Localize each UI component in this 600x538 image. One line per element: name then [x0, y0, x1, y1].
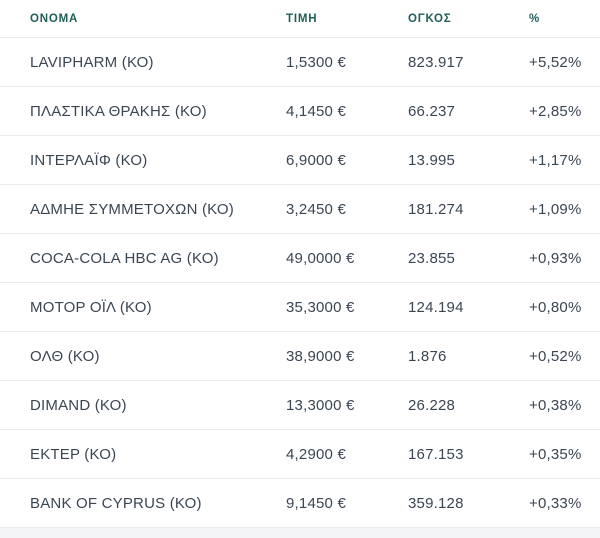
volume-cell: 823.917 — [408, 53, 464, 71]
table-row[interactable]: ΜΟΤΟΡ ΟΪΛ (ΚΟ) 35,3000 € 124.194 +0,80% — [0, 283, 600, 332]
price-cell: 35,3000 € — [286, 298, 355, 316]
column-header-volume: ΟΓΚΟΣ — [408, 12, 452, 25]
change-cell: +1,17% — [529, 151, 582, 169]
table-row[interactable]: COCA-COLA HBC AG (ΚΟ) 49,0000 € 23.855 +0,9… — [0, 234, 600, 283]
change-cell: +5,52% — [529, 53, 582, 71]
volume-cell: 26.228 — [408, 396, 456, 414]
name-cell: ΑΔΜΗΕ ΣΥΜΜΕΤΟΧΩΝ (ΚΟ) — [30, 200, 234, 218]
name-cell: ΜΟΤΟΡ ΟΪΛ (ΚΟ) — [30, 298, 152, 316]
volume-cell: 66.237 — [408, 102, 456, 120]
table-row[interactable]: LAVIPHARM (ΚΟ) 1,5300 € 823.917 +5,52% — [0, 38, 600, 87]
volume-cell: 359.128 — [408, 494, 464, 512]
change-cell: +0,38% — [529, 396, 582, 414]
column-header-price: ΤΙΜΗ — [286, 12, 318, 25]
name-cell: DIMAND (ΚΟ) — [30, 396, 127, 414]
price-cell: 3,2450 € — [286, 200, 346, 218]
footer-strip — [0, 528, 600, 538]
change-cell: +0,93% — [529, 249, 582, 267]
name-cell: COCA-COLA HBC AG (ΚΟ) — [30, 249, 219, 267]
name-cell: BANK OF CYPRUS (ΚΟ) — [30, 494, 202, 512]
price-cell: 13,3000 € — [286, 396, 355, 414]
name-cell: ΙΝΤΕΡΛΑΪΦ (ΚΟ) — [30, 151, 148, 169]
volume-cell: 167.153 — [408, 445, 464, 463]
change-cell: +0,35% — [529, 445, 582, 463]
change-cell: +0,52% — [529, 347, 582, 365]
price-cell: 4,1450 € — [286, 102, 346, 120]
name-cell: ΠΛΑΣΤΙΚΑ ΘΡΑΚΗΣ (ΚΟ) — [30, 102, 207, 120]
price-cell: 49,0000 € — [286, 249, 355, 267]
table-row[interactable]: ΕΚΤΕΡ (ΚΟ) 4,2900 € 167.153 +0,35% — [0, 430, 600, 479]
table-row[interactable]: DIMAND (ΚΟ) 13,3000 € 26.228 +0,38% — [0, 381, 600, 430]
table-row[interactable]: ΠΛΑΣΤΙΚΑ ΘΡΑΚΗΣ (ΚΟ) 4,1450 € 66.237 +2,85% — [0, 87, 600, 136]
table-row[interactable]: ΙΝΤΕΡΛΑΪΦ (ΚΟ) 6,9000 € 13.995 +1,17% — [0, 136, 600, 185]
column-header-name: ΟΝΟΜΑ — [30, 12, 79, 25]
price-cell: 38,9000 € — [286, 347, 355, 365]
volume-cell: 23.855 — [408, 249, 456, 267]
table-body: LAVIPHARM (ΚΟ) 1,5300 € 823.917 +5,52% ΠΛΑΣΤ… — [0, 38, 600, 528]
table-row[interactable]: BANK OF CYPRUS (ΚΟ) 9,1450 € 359.128 +0,33% — [0, 479, 600, 528]
name-cell: LAVIPHARM (ΚΟ) — [30, 53, 154, 71]
table-row[interactable]: ΑΔΜΗΕ ΣΥΜΜΕΤΟΧΩΝ (ΚΟ) 3,2450 € 181.274 +1,0… — [0, 185, 600, 234]
name-cell: ΕΚΤΕΡ (ΚΟ) — [30, 445, 117, 463]
table-header-row: ΟΝΟΜΑ ΤΙΜΗ ΟΓΚΟΣ% — [0, 0, 600, 38]
change-cell: +0,33% — [529, 494, 582, 512]
volume-cell: 181.274 — [408, 200, 464, 218]
price-cell: 4,2900 € — [286, 445, 346, 463]
change-cell: +1,09% — [529, 200, 582, 218]
column-header-change: % — [529, 12, 541, 25]
name-cell: ΟΛΘ (ΚΟ) — [30, 347, 100, 365]
table-row[interactable]: ΟΛΘ (ΚΟ) 38,9000 € 1.876 +0,52% — [0, 332, 600, 381]
change-cell: +2,85% — [529, 102, 582, 120]
volume-cell: 124.194 — [408, 298, 464, 316]
change-cell: +0,80% — [529, 298, 582, 316]
volume-cell: 13.995 — [408, 151, 456, 169]
price-cell: 1,5300 € — [286, 53, 346, 71]
volume-cell: 1.876 — [408, 347, 447, 365]
price-cell: 9,1450 € — [286, 494, 346, 512]
price-cell: 6,9000 € — [286, 151, 346, 169]
